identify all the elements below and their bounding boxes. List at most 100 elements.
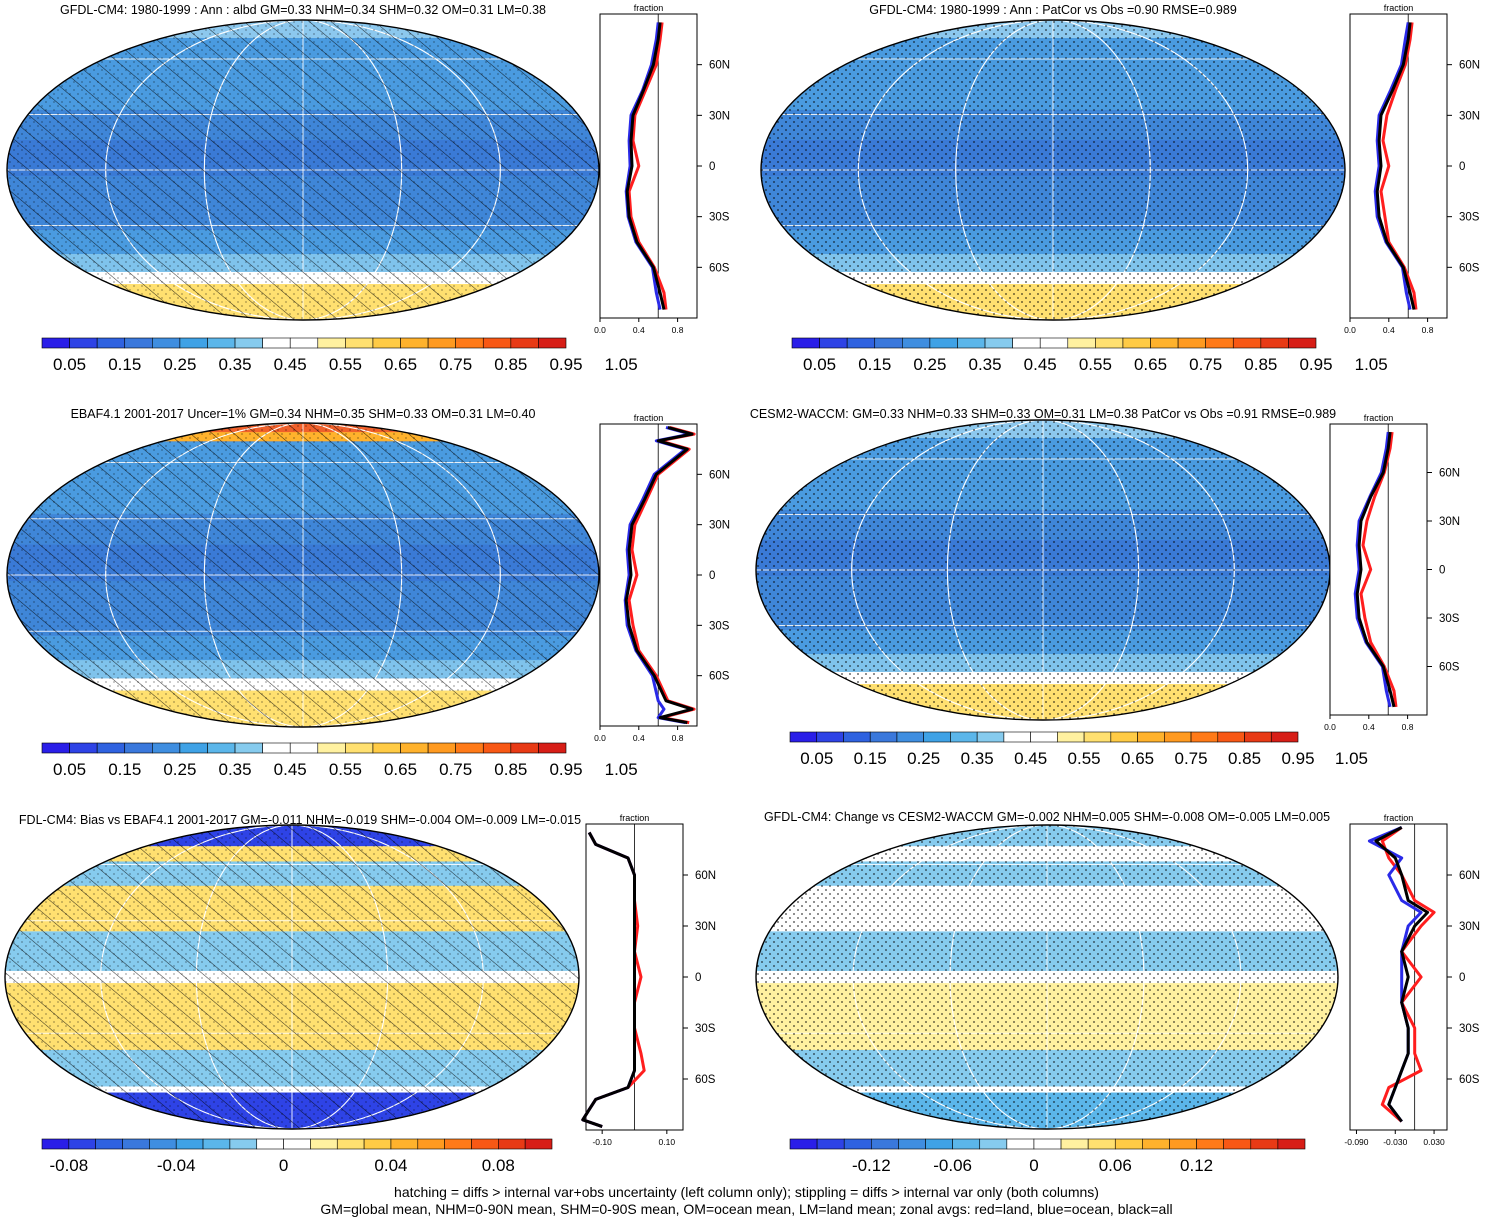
colorbar-swatch — [957, 337, 986, 349]
stippling-overlay — [7, 20, 599, 320]
colorbar-label: 0.05 — [53, 355, 86, 374]
colorbar-swatch — [1110, 731, 1138, 743]
stippling-overlay — [5, 825, 579, 1129]
zonal-ytick-label: 60S — [709, 671, 730, 683]
colorbar: -0.12 -0.06 0 0.06 0.12 — [789, 1138, 1306, 1175]
colorbar-swatch — [482, 337, 512, 349]
zonal-ytick-label: 60N — [1459, 60, 1480, 72]
zonal-xtick-label: 0.0 — [1324, 722, 1336, 732]
colorbar-swatch — [952, 1138, 981, 1150]
colorbar-swatch — [179, 337, 208, 349]
colorbar-swatch — [510, 337, 539, 349]
zonal-xlabel: fraction — [634, 413, 664, 423]
colorbar-label: 0.85 — [1244, 355, 1277, 374]
colorbar-label: 0.25 — [163, 355, 196, 374]
colorbar-swatch — [1250, 1138, 1279, 1150]
colorbar-label: 0.06 — [1099, 1156, 1132, 1175]
zonal-ytick-label: 30S — [709, 212, 730, 224]
colorbar-label: 0.85 — [1228, 749, 1261, 768]
zonal-xtick-label: -0.10 — [592, 1137, 612, 1147]
colorbar-label: 0.45 — [274, 760, 307, 779]
colorbar-label: -0.04 — [157, 1156, 196, 1175]
zonal-frame — [1329, 423, 1428, 716]
colorbar-swatch — [1190, 731, 1219, 743]
colorbar-label: 0.55 — [1068, 749, 1101, 768]
colorbar-label: 0 — [279, 1156, 288, 1175]
zonal-ytick-label: 60S — [709, 262, 730, 274]
zonal-ytick-label: 30N — [1459, 110, 1480, 122]
colorbar-swatch — [310, 1138, 338, 1150]
colorbar-swatch — [1205, 337, 1234, 349]
colorbar-swatch — [1244, 731, 1272, 743]
colorbar-label: 0.45 — [1024, 355, 1057, 374]
colorbar-swatch — [1057, 731, 1085, 743]
colorbar-swatch — [372, 742, 401, 754]
zonal-ytick-label: 0 — [709, 570, 715, 582]
panel-title: GFDL-CM4: Change vs CESM2-WACCM GM=-0.00… — [764, 810, 1330, 824]
zonal-mean-plot: fraction 60N 30N 0 30S 60S 0.0 0.4 0.8 — [1344, 3, 1480, 335]
colorbar-swatch — [1067, 337, 1096, 349]
colorbar-label: 0.95 — [549, 760, 582, 779]
colorbar-swatch — [1095, 337, 1124, 349]
colorbar-swatch — [1137, 731, 1165, 743]
colorbar: 0.05 0.15 0.25 0.35 0.45 0.55 0.65 0.75 0.85 0.95… — [41, 337, 638, 374]
colorbar-swatch — [1223, 1138, 1252, 1150]
colorbar-swatch — [69, 337, 98, 349]
colorbar-swatch — [283, 1138, 311, 1150]
map-border — [755, 824, 1339, 1130]
map-border — [4, 824, 580, 1130]
colorbar-label: 0.75 — [439, 760, 472, 779]
zonal-ytick-label: 30S — [1459, 1023, 1480, 1035]
colorbar-swatch — [471, 1138, 499, 1150]
zonal-ytick-label: 30N — [1459, 921, 1480, 933]
colorbar-swatch — [843, 1138, 872, 1150]
zonal-ytick-label: 30N — [709, 520, 730, 532]
colorbar-swatch — [1030, 731, 1058, 743]
colorbar-label: 0.35 — [219, 760, 252, 779]
colorbar-swatch — [1217, 731, 1245, 743]
colorbar-swatch — [874, 337, 903, 349]
colorbar-swatch — [1142, 1138, 1170, 1150]
colorbar-swatch — [1003, 731, 1031, 743]
colorbar-swatch — [41, 337, 70, 349]
colorbar-swatch — [871, 1138, 899, 1150]
map-field — [7, 20, 599, 320]
colorbar-swatch — [202, 1138, 231, 1150]
zonal-xlabel: fraction — [634, 3, 664, 13]
colorbar-label: 1.05 — [605, 355, 638, 374]
colorbar-label: 0.55 — [329, 760, 362, 779]
colorbar-label: 0.75 — [1189, 355, 1222, 374]
colorbar-swatch — [317, 337, 346, 349]
zonal-ytick-label: 60N — [709, 60, 730, 72]
colorbar-label: 0.85 — [494, 760, 527, 779]
colorbar-label: 0.04 — [374, 1156, 407, 1175]
zonal-ytick-label: 0 — [1439, 565, 1445, 577]
map-border — [6, 422, 600, 728]
zonal-xtick-label: 0.8 — [1422, 325, 1434, 335]
zonal-mean-plot: fraction 60N 30N 0 30S 60S 0.0 0.4 0.8 — [1324, 413, 1460, 732]
panel-p4: CESM2-WACCM: GM=0.33 NHM=0.33 SHM=0.33 O… — [750, 407, 1460, 768]
colorbar-label: 0 — [1029, 1156, 1038, 1175]
zonal-line-all — [625, 22, 666, 310]
zonal-ytick-label: 30S — [1439, 613, 1460, 625]
zonal-line-all — [581, 831, 636, 1129]
colorbar-swatch — [923, 731, 951, 743]
colorbar-swatch — [1169, 1138, 1197, 1150]
colorbar-label: 0.05 — [53, 760, 86, 779]
colorbar-swatch — [317, 742, 346, 754]
panel-p6: GFDL-CM4: Change vs CESM2-WACCM GM=-0.00… — [755, 810, 1480, 1175]
zonal-ytick-label: 30N — [709, 110, 730, 122]
colorbar-swatch — [1260, 337, 1289, 349]
zonal-ytick-label: 60S — [1459, 1074, 1480, 1086]
colorbar-swatch — [41, 1138, 70, 1150]
colorbar-swatch — [345, 742, 374, 754]
colorbar-swatch — [95, 1138, 123, 1150]
zonal-xtick-label: 0.8 — [1402, 722, 1414, 732]
colorbar-swatch — [1277, 1138, 1306, 1150]
zonal-xtick-label: 0.4 — [633, 325, 645, 335]
stippling-overlay — [756, 420, 1330, 720]
colorbar-swatch — [819, 337, 848, 349]
colorbar-swatch — [234, 337, 263, 349]
colorbar-swatch — [1196, 1138, 1224, 1150]
colorbar-swatch — [869, 731, 898, 743]
